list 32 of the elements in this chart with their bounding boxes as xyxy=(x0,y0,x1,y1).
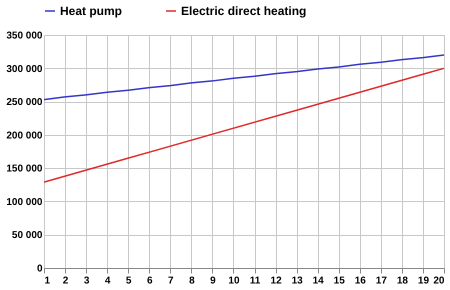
x-tick-label: 7 xyxy=(168,276,174,286)
y-tick-label: 250 000 xyxy=(6,97,43,108)
x-tick-label: 14 xyxy=(312,276,324,286)
legend-label: Heat pump xyxy=(60,4,122,18)
line-series xyxy=(43,54,445,100)
x-tick-label: 20 xyxy=(433,276,445,286)
x-tick-label: 16 xyxy=(354,276,366,286)
x-tick-label: 3 xyxy=(84,276,90,286)
x-tick-label: 15 xyxy=(334,276,346,286)
x-tick-label: 9 xyxy=(210,276,216,286)
x-tick-label: 19 xyxy=(418,276,430,286)
x-tick-label: 8 xyxy=(189,276,196,286)
y-tick-label: 300 000 xyxy=(6,64,43,75)
x-tick-label: 17 xyxy=(376,276,388,286)
x-tick-label: 10 xyxy=(228,276,240,286)
x-tick-label: 13 xyxy=(292,276,304,286)
x-tick-label: 12 xyxy=(270,276,282,286)
y-tick-label: 150 000 xyxy=(6,164,43,175)
x-tick-label: 18 xyxy=(396,276,408,286)
line-series xyxy=(43,68,445,183)
x-tick-label: 1 xyxy=(44,276,50,286)
x-tick-label: 2 xyxy=(62,276,69,286)
y-tick-label: 350 000 xyxy=(6,30,43,42)
y-tick-label: 50 000 xyxy=(12,230,43,242)
x-tick-label: 4 xyxy=(104,276,111,286)
y-tick-label: 100 000 xyxy=(6,196,43,208)
y-tick-label: 0 xyxy=(36,264,43,274)
legend-label: Electric direct heating xyxy=(181,4,306,18)
x-tick-label: 6 xyxy=(146,276,153,286)
x-tick-label: 5 xyxy=(126,276,132,286)
x-tick-label: 11 xyxy=(250,276,261,286)
y-tick-label: 200 000 xyxy=(6,130,43,142)
